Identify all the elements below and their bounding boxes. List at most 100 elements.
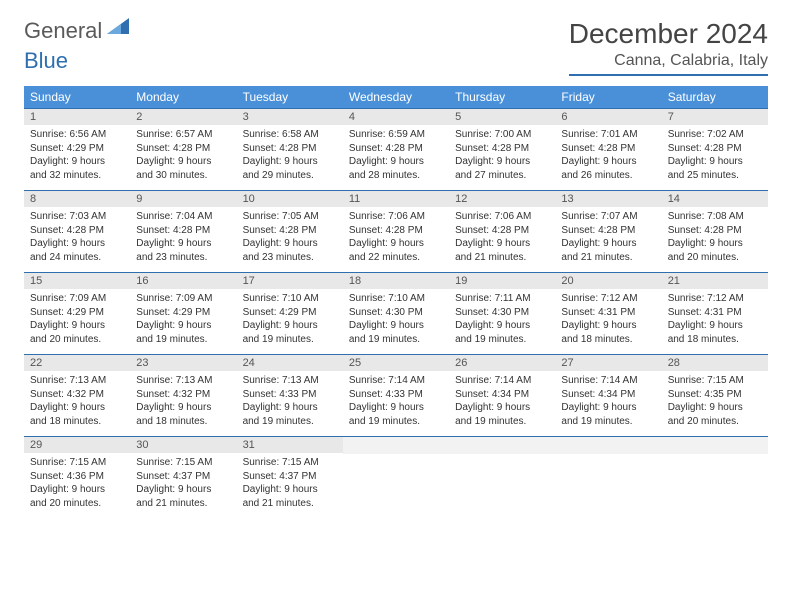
logo-text-general: General [24, 18, 102, 44]
month-title: December 2024 [569, 18, 768, 50]
day-content: Sunrise: 7:00 AMSunset: 4:28 PMDaylight:… [449, 125, 555, 190]
day-cell: 30Sunrise: 7:15 AMSunset: 4:37 PMDayligh… [130, 437, 236, 519]
day-content: Sunrise: 7:10 AMSunset: 4:29 PMDaylight:… [237, 289, 343, 354]
day-number: 19 [449, 273, 555, 289]
day-cell: 2Sunrise: 6:57 AMSunset: 4:28 PMDaylight… [130, 109, 236, 191]
week-row: 8Sunrise: 7:03 AMSunset: 4:28 PMDaylight… [24, 191, 768, 273]
day-content: Sunrise: 7:15 AMSunset: 4:37 PMDaylight:… [237, 453, 343, 518]
week-row: 22Sunrise: 7:13 AMSunset: 4:32 PMDayligh… [24, 355, 768, 437]
day-cell: 16Sunrise: 7:09 AMSunset: 4:29 PMDayligh… [130, 273, 236, 355]
logo-text-blue: Blue [24, 48, 68, 73]
day-cell: 18Sunrise: 7:10 AMSunset: 4:30 PMDayligh… [343, 273, 449, 355]
day-cell: 24Sunrise: 7:13 AMSunset: 4:33 PMDayligh… [237, 355, 343, 437]
day-cell: 7Sunrise: 7:02 AMSunset: 4:28 PMDaylight… [662, 109, 768, 191]
day-cell: 23Sunrise: 7:13 AMSunset: 4:32 PMDayligh… [130, 355, 236, 437]
day-number: 1 [24, 109, 130, 125]
day-cell: 8Sunrise: 7:03 AMSunset: 4:28 PMDaylight… [24, 191, 130, 273]
day-number: 20 [555, 273, 661, 289]
day-number: 25 [343, 355, 449, 371]
empty-day-number [555, 437, 661, 454]
day-content: Sunrise: 7:15 AMSunset: 4:36 PMDaylight:… [24, 453, 130, 518]
day-number: 12 [449, 191, 555, 207]
day-content: Sunrise: 7:14 AMSunset: 4:34 PMDaylight:… [555, 371, 661, 436]
day-content: Sunrise: 7:14 AMSunset: 4:33 PMDaylight:… [343, 371, 449, 436]
day-content: Sunrise: 7:05 AMSunset: 4:28 PMDaylight:… [237, 207, 343, 272]
day-cell: 28Sunrise: 7:15 AMSunset: 4:35 PMDayligh… [662, 355, 768, 437]
day-header: Friday [555, 86, 661, 109]
day-number: 7 [662, 109, 768, 125]
day-content: Sunrise: 7:13 AMSunset: 4:32 PMDaylight:… [130, 371, 236, 436]
day-header: Wednesday [343, 86, 449, 109]
day-content: Sunrise: 6:59 AMSunset: 4:28 PMDaylight:… [343, 125, 449, 190]
calendar-body: 1Sunrise: 6:56 AMSunset: 4:29 PMDaylight… [24, 109, 768, 519]
day-cell [343, 437, 449, 519]
day-cell: 17Sunrise: 7:10 AMSunset: 4:29 PMDayligh… [237, 273, 343, 355]
day-cell: 4Sunrise: 6:59 AMSunset: 4:28 PMDaylight… [343, 109, 449, 191]
day-number: 26 [449, 355, 555, 371]
day-header: Sunday [24, 86, 130, 109]
day-header: Thursday [449, 86, 555, 109]
day-content: Sunrise: 7:08 AMSunset: 4:28 PMDaylight:… [662, 207, 768, 272]
day-cell: 5Sunrise: 7:00 AMSunset: 4:28 PMDaylight… [449, 109, 555, 191]
empty-day-number [343, 437, 449, 454]
day-number: 18 [343, 273, 449, 289]
day-number: 23 [130, 355, 236, 371]
day-content: Sunrise: 7:14 AMSunset: 4:34 PMDaylight:… [449, 371, 555, 436]
calendar-table: SundayMondayTuesdayWednesdayThursdayFrid… [24, 86, 768, 518]
day-number: 10 [237, 191, 343, 207]
day-content: Sunrise: 7:15 AMSunset: 4:35 PMDaylight:… [662, 371, 768, 436]
day-cell: 9Sunrise: 7:04 AMSunset: 4:28 PMDaylight… [130, 191, 236, 273]
day-number: 11 [343, 191, 449, 207]
empty-day-number [449, 437, 555, 454]
day-content: Sunrise: 7:01 AMSunset: 4:28 PMDaylight:… [555, 125, 661, 190]
day-cell: 15Sunrise: 7:09 AMSunset: 4:29 PMDayligh… [24, 273, 130, 355]
day-content: Sunrise: 7:15 AMSunset: 4:37 PMDaylight:… [130, 453, 236, 518]
day-cell: 26Sunrise: 7:14 AMSunset: 4:34 PMDayligh… [449, 355, 555, 437]
day-cell: 1Sunrise: 6:56 AMSunset: 4:29 PMDaylight… [24, 109, 130, 191]
day-number: 6 [555, 109, 661, 125]
day-content: Sunrise: 7:06 AMSunset: 4:28 PMDaylight:… [343, 207, 449, 272]
day-number: 14 [662, 191, 768, 207]
week-row: 15Sunrise: 7:09 AMSunset: 4:29 PMDayligh… [24, 273, 768, 355]
day-header: Saturday [662, 86, 768, 109]
day-number: 22 [24, 355, 130, 371]
day-number: 28 [662, 355, 768, 371]
day-number: 4 [343, 109, 449, 125]
day-content: Sunrise: 7:12 AMSunset: 4:31 PMDaylight:… [662, 289, 768, 354]
logo-text-blue-wrap: Blue [24, 48, 68, 74]
day-number: 27 [555, 355, 661, 371]
day-content: Sunrise: 7:12 AMSunset: 4:31 PMDaylight:… [555, 289, 661, 354]
day-cell: 20Sunrise: 7:12 AMSunset: 4:31 PMDayligh… [555, 273, 661, 355]
day-content: Sunrise: 7:10 AMSunset: 4:30 PMDaylight:… [343, 289, 449, 354]
day-number: 24 [237, 355, 343, 371]
day-number: 29 [24, 437, 130, 453]
day-cell: 27Sunrise: 7:14 AMSunset: 4:34 PMDayligh… [555, 355, 661, 437]
day-content: Sunrise: 6:56 AMSunset: 4:29 PMDaylight:… [24, 125, 130, 190]
day-number: 5 [449, 109, 555, 125]
day-number: 13 [555, 191, 661, 207]
day-number: 15 [24, 273, 130, 289]
triangle-icon [107, 18, 129, 39]
day-header-row: SundayMondayTuesdayWednesdayThursdayFrid… [24, 86, 768, 109]
day-number: 31 [237, 437, 343, 453]
title-block: December 2024 Canna, Calabria, Italy [569, 18, 768, 76]
day-cell: 31Sunrise: 7:15 AMSunset: 4:37 PMDayligh… [237, 437, 343, 519]
day-cell: 13Sunrise: 7:07 AMSunset: 4:28 PMDayligh… [555, 191, 661, 273]
week-row: 1Sunrise: 6:56 AMSunset: 4:29 PMDaylight… [24, 109, 768, 191]
day-cell: 6Sunrise: 7:01 AMSunset: 4:28 PMDaylight… [555, 109, 661, 191]
day-cell: 19Sunrise: 7:11 AMSunset: 4:30 PMDayligh… [449, 273, 555, 355]
day-cell: 3Sunrise: 6:58 AMSunset: 4:28 PMDaylight… [237, 109, 343, 191]
day-content: Sunrise: 7:06 AMSunset: 4:28 PMDaylight:… [449, 207, 555, 272]
day-content: Sunrise: 7:07 AMSunset: 4:28 PMDaylight:… [555, 207, 661, 272]
day-content: Sunrise: 7:02 AMSunset: 4:28 PMDaylight:… [662, 125, 768, 190]
day-header: Monday [130, 86, 236, 109]
day-number: 21 [662, 273, 768, 289]
day-cell [449, 437, 555, 519]
day-content: Sunrise: 6:57 AMSunset: 4:28 PMDaylight:… [130, 125, 236, 190]
day-number: 16 [130, 273, 236, 289]
day-number: 8 [24, 191, 130, 207]
day-cell [555, 437, 661, 519]
day-cell: 25Sunrise: 7:14 AMSunset: 4:33 PMDayligh… [343, 355, 449, 437]
day-content: Sunrise: 7:13 AMSunset: 4:33 PMDaylight:… [237, 371, 343, 436]
day-content: Sunrise: 7:09 AMSunset: 4:29 PMDaylight:… [130, 289, 236, 354]
